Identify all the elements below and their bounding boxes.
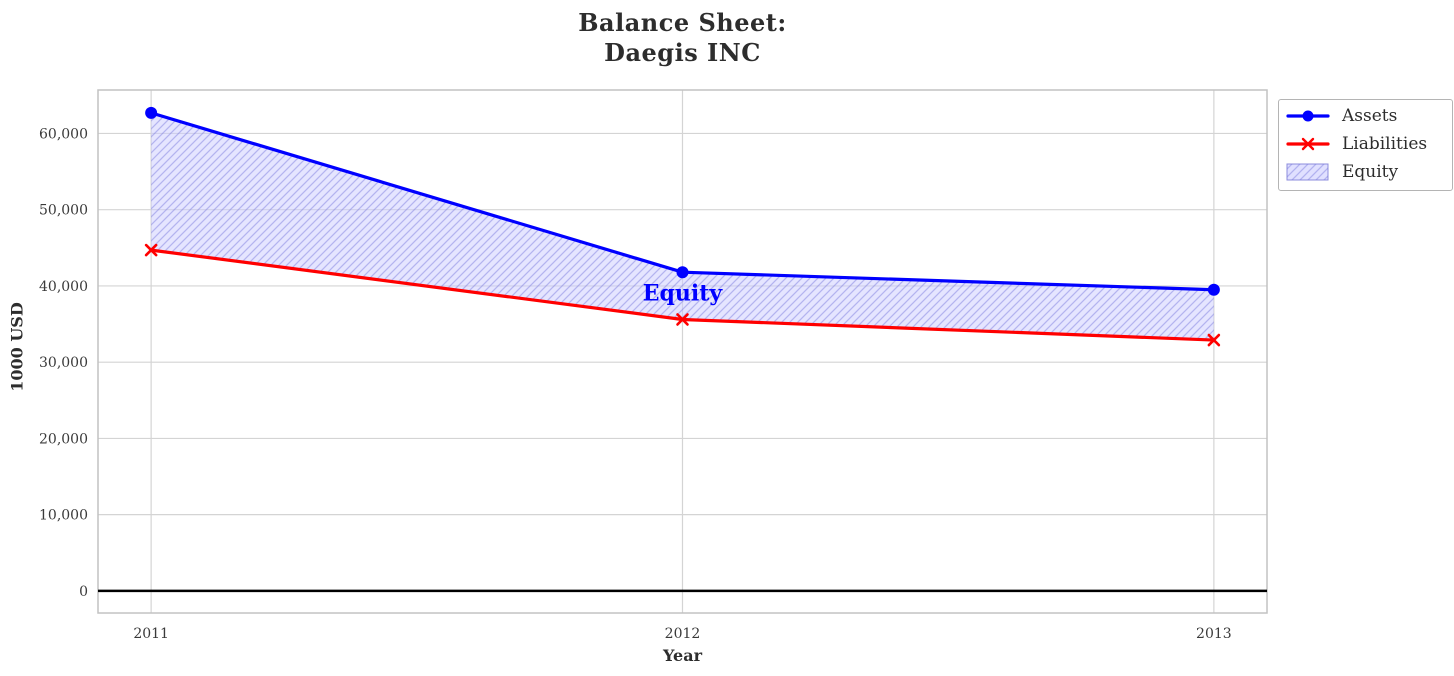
y-tick-label: 20,000 [39, 431, 88, 447]
liabilities-marker [144, 243, 158, 257]
legend: Assets Liabilities Equity [1278, 99, 1453, 191]
chart-title: Balance Sheet: Daegis INC [98, 8, 1267, 68]
x-axis-label: Year [662, 646, 702, 665]
plot-spine [97, 89, 1268, 614]
legend-item-assets: Assets [1286, 102, 1445, 130]
y-tick-label: 40,000 [39, 279, 88, 295]
y-tick-label: 30,000 [39, 355, 88, 371]
legend-label-equity: Equity [1342, 162, 1399, 182]
assets-line-sample-icon [1286, 110, 1330, 122]
chart-title-line2: Daegis INC [604, 38, 761, 67]
y-tick-label: 50,000 [39, 203, 88, 219]
liabilities-marker [676, 313, 689, 326]
assets-marker [676, 266, 689, 279]
x-tick-label: 2013 [1196, 626, 1232, 642]
x-tick-label: 2012 [665, 626, 701, 642]
legend-item-liabilities: Liabilities [1286, 130, 1445, 158]
assets-marker [145, 106, 158, 119]
legend-label-assets: Assets [1342, 106, 1398, 126]
x-tick-label: 2011 [133, 626, 169, 642]
assets-marker [1207, 283, 1220, 296]
chart-title-line1: Balance Sheet: [578, 8, 787, 37]
legend-label-liabilities: Liabilities [1342, 134, 1428, 154]
equity-swatch-icon [1286, 163, 1329, 181]
y-tick-label: 60,000 [39, 126, 88, 142]
liabilities-marker [1207, 333, 1221, 347]
y-tick-label: 0 [79, 584, 88, 600]
equity-annotation: Equity [643, 281, 724, 307]
y-axis-label: 1000 USD [7, 302, 27, 392]
y-tick-label: 10,000 [39, 508, 88, 524]
liabilities-line-sample-icon [1286, 137, 1330, 151]
legend-item-equity: Equity [1286, 158, 1445, 186]
